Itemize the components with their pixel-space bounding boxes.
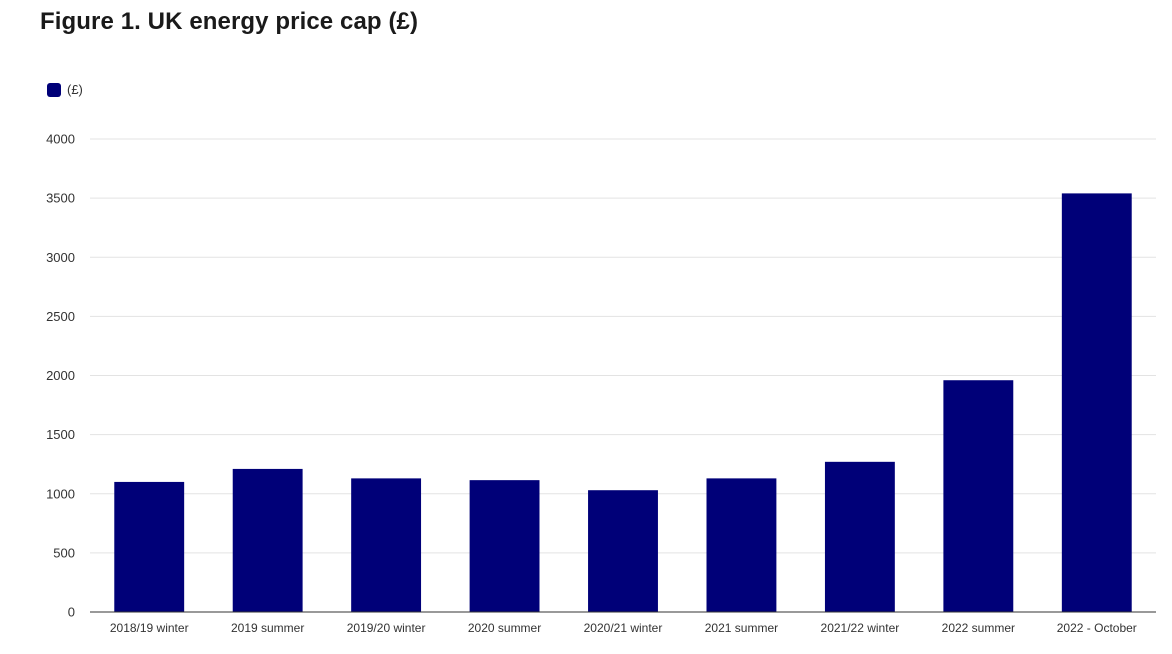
y-tick-label: 2000: [46, 368, 75, 383]
y-tick-label: 3500: [46, 191, 75, 206]
y-tick-label: 500: [53, 545, 75, 560]
y-tick-labels: 0 500 1000 1500 2000 2500 3000 3500 4000: [46, 132, 75, 620]
x-tick-label: 2022 summer: [942, 621, 1015, 635]
y-tick-label: 4000: [46, 132, 75, 147]
bar: [943, 380, 1014, 612]
x-tick-label: 2021 summer: [705, 621, 778, 635]
legend-swatch: [47, 82, 61, 97]
y-tick-label: 3000: [46, 250, 75, 265]
gridlines: [90, 138, 1156, 554]
y-tick-label: 1000: [46, 486, 75, 501]
bar: [232, 468, 303, 612]
legend: (£): [47, 82, 83, 97]
bar: [706, 478, 777, 612]
y-tick-label: 0: [68, 605, 75, 620]
x-tick-label: 2019 summer: [231, 621, 304, 635]
chart-title: Figure 1. UK energy price cap (£): [40, 8, 419, 35]
x-tick-label: 2018/19 winter: [110, 621, 189, 635]
x-tick-labels: 2018/19 winter 2019 summer 2019/20 winter 2…: [110, 621, 1137, 635]
bar: [588, 490, 658, 612]
y-tick-label: 1500: [46, 427, 75, 442]
bars: [114, 193, 1132, 612]
bar: [469, 480, 540, 612]
x-tick-label: 2020/21 winter: [584, 621, 663, 635]
x-tick-label: 2020 summer: [468, 621, 541, 635]
bar: [1061, 193, 1132, 612]
bar: [114, 481, 185, 612]
bar: [351, 478, 422, 612]
x-tick-label: 2022 - October: [1057, 621, 1137, 635]
bar: [824, 461, 895, 612]
x-tick-label: 2019/20 winter: [347, 621, 426, 635]
y-tick-label: 2500: [46, 309, 75, 324]
x-tick-label: 2021/22 winter: [821, 621, 900, 635]
legend-label: (£): [67, 82, 83, 97]
